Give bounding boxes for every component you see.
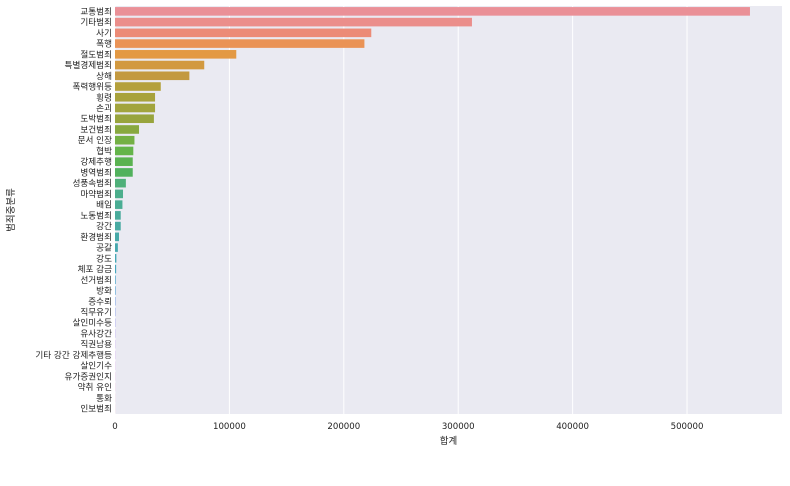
bar	[115, 168, 133, 177]
x-tick-label: 0	[112, 422, 117, 432]
y-tick-label: 보건범죄	[80, 124, 112, 135]
bar	[115, 114, 154, 123]
y-tick-label: 약취 유인	[78, 381, 112, 393]
bar	[115, 147, 133, 156]
bar	[115, 93, 155, 102]
y-tick-label: 횡령	[96, 91, 112, 103]
y-tick-label: 폭행	[96, 38, 112, 50]
y-tick-label: 성풍속범죄	[72, 178, 112, 189]
x-tick-label: 100000	[213, 422, 246, 432]
bar	[115, 61, 204, 70]
y-tick-label: 유가증권인지	[65, 370, 112, 382]
bar	[115, 157, 133, 166]
x-tick-labels: 0 100000 200000 300000 400000 500000	[112, 422, 703, 432]
y-tick-label: 체포 감금	[78, 263, 112, 275]
y-tick-label: 방화	[96, 286, 112, 297]
bar	[115, 200, 122, 209]
y-tick-label: 마약범죄	[80, 188, 112, 200]
bar	[115, 265, 116, 274]
x-axis-title: 합계	[440, 435, 457, 447]
y-tick-labels: 교통범죄기타범죄사기폭행절도범죄특별경제범죄상해폭력행위등횡령손괴도박범죄보건범…	[35, 6, 112, 414]
y-tick-label: 기타범죄	[80, 17, 112, 28]
y-tick-label: 직무유기	[80, 307, 112, 318]
y-tick-label: 사기	[96, 28, 112, 39]
y-tick-label: 협박	[96, 145, 112, 157]
y-tick-label: 특별경제범죄	[65, 59, 112, 71]
y-tick-label: 통화	[96, 393, 112, 404]
y-tick-label: 절도범죄	[80, 49, 112, 60]
y-axis-title: 범죄중분류	[6, 188, 17, 232]
plot-area	[115, 6, 782, 414]
y-tick-label: 노동범죄	[80, 210, 112, 221]
y-tick-label: 문서 인장	[78, 135, 112, 146]
x-tick-label: 400000	[556, 422, 589, 432]
y-tick-label: 직권남용	[80, 338, 112, 350]
y-tick-label: 강도	[96, 253, 112, 264]
y-tick-label: 강간	[96, 221, 112, 232]
bar	[115, 233, 119, 242]
y-tick-label: 살인미수등	[72, 318, 112, 329]
x-tick-label: 200000	[327, 422, 360, 432]
bar	[115, 29, 371, 38]
y-tick-label: 상해	[96, 71, 112, 82]
y-tick-label: 교통범죄	[80, 6, 112, 17]
x-tick-label: 500000	[671, 422, 704, 432]
bar	[115, 286, 116, 295]
bar	[115, 104, 155, 113]
bar	[115, 211, 121, 220]
y-tick-label: 인보범죄	[80, 404, 112, 415]
y-tick-label: 살인기수	[80, 361, 112, 372]
bar	[115, 7, 750, 16]
y-tick-label: 기타 강간 강제추행등	[35, 349, 112, 361]
bar	[115, 50, 236, 59]
y-tick-label: 폭력행위등	[72, 81, 112, 93]
bar	[115, 222, 121, 231]
bar	[115, 254, 116, 263]
y-tick-label: 병역범죄	[80, 167, 112, 178]
bar	[115, 18, 472, 27]
bar	[115, 39, 364, 48]
y-tick-label: 도박범죄	[80, 114, 112, 125]
y-tick-label: 증수뢰	[88, 296, 112, 307]
bar	[115, 190, 123, 199]
y-tick-label: 손괴	[96, 103, 112, 114]
x-tick-label: 300000	[442, 422, 475, 432]
y-tick-label: 선거범죄	[80, 275, 112, 286]
bar	[115, 275, 116, 284]
bar	[115, 71, 189, 80]
y-tick-label: 강제추행	[80, 156, 112, 168]
bar	[115, 179, 126, 188]
bar	[115, 243, 118, 252]
y-tick-label: 유사강간	[80, 328, 112, 339]
bar	[115, 82, 161, 91]
bar	[115, 136, 134, 145]
y-tick-label: 배임	[96, 199, 112, 211]
bar	[115, 125, 139, 134]
y-tick-label: 공갈	[96, 243, 112, 254]
y-tick-label: 환경범죄	[80, 231, 112, 243]
